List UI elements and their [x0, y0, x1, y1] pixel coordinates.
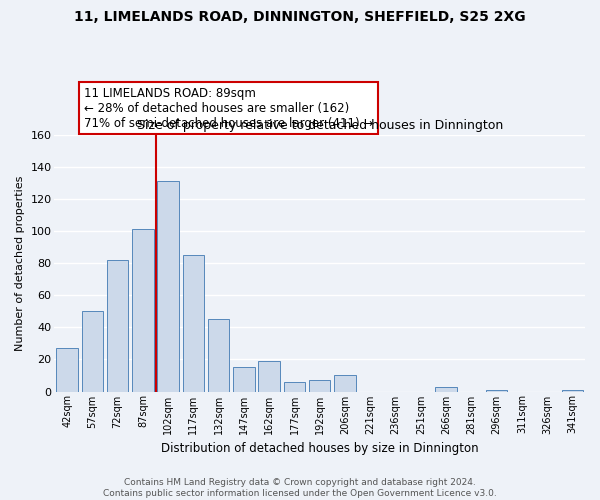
Bar: [157, 181, 179, 392]
Bar: [436, 386, 457, 392]
Bar: [107, 260, 128, 392]
Bar: [82, 312, 103, 392]
Bar: [182, 255, 204, 392]
Bar: [486, 390, 508, 392]
Bar: [259, 361, 280, 392]
X-axis label: Distribution of detached houses by size in Dinnington: Distribution of detached houses by size …: [161, 442, 479, 455]
Bar: [132, 230, 154, 392]
Bar: [309, 380, 331, 392]
Title: Size of property relative to detached houses in Dinnington: Size of property relative to detached ho…: [137, 119, 503, 132]
Text: 11, LIMELANDS ROAD, DINNINGTON, SHEFFIELD, S25 2XG: 11, LIMELANDS ROAD, DINNINGTON, SHEFFIEL…: [74, 10, 526, 24]
Text: Contains HM Land Registry data © Crown copyright and database right 2024.
Contai: Contains HM Land Registry data © Crown c…: [103, 478, 497, 498]
Y-axis label: Number of detached properties: Number of detached properties: [15, 176, 25, 351]
Bar: [233, 368, 254, 392]
Bar: [208, 320, 229, 392]
Bar: [284, 382, 305, 392]
Bar: [56, 348, 78, 392]
Bar: [334, 376, 356, 392]
Bar: [562, 390, 583, 392]
Text: 11 LIMELANDS ROAD: 89sqm
← 28% of detached houses are smaller (162)
71% of semi-: 11 LIMELANDS ROAD: 89sqm ← 28% of detach…: [83, 86, 373, 130]
